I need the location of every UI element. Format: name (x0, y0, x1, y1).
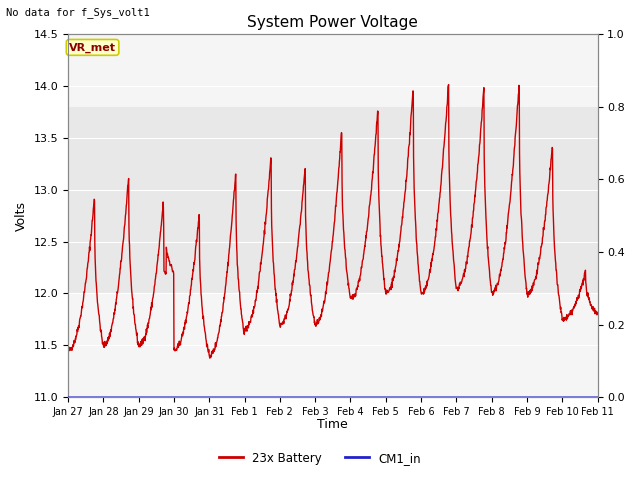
X-axis label: Time: Time (317, 419, 348, 432)
Bar (68, 107, 598, 293)
Text: VR_met: VR_met (69, 42, 116, 52)
Legend: 23x Battery, CM1_in: 23x Battery, CM1_in (214, 447, 426, 469)
Y-axis label: Volts: Volts (15, 201, 28, 230)
Text: No data for f_Sys_volt1: No data for f_Sys_volt1 (6, 7, 150, 18)
Title: System Power Voltage: System Power Voltage (247, 15, 418, 30)
